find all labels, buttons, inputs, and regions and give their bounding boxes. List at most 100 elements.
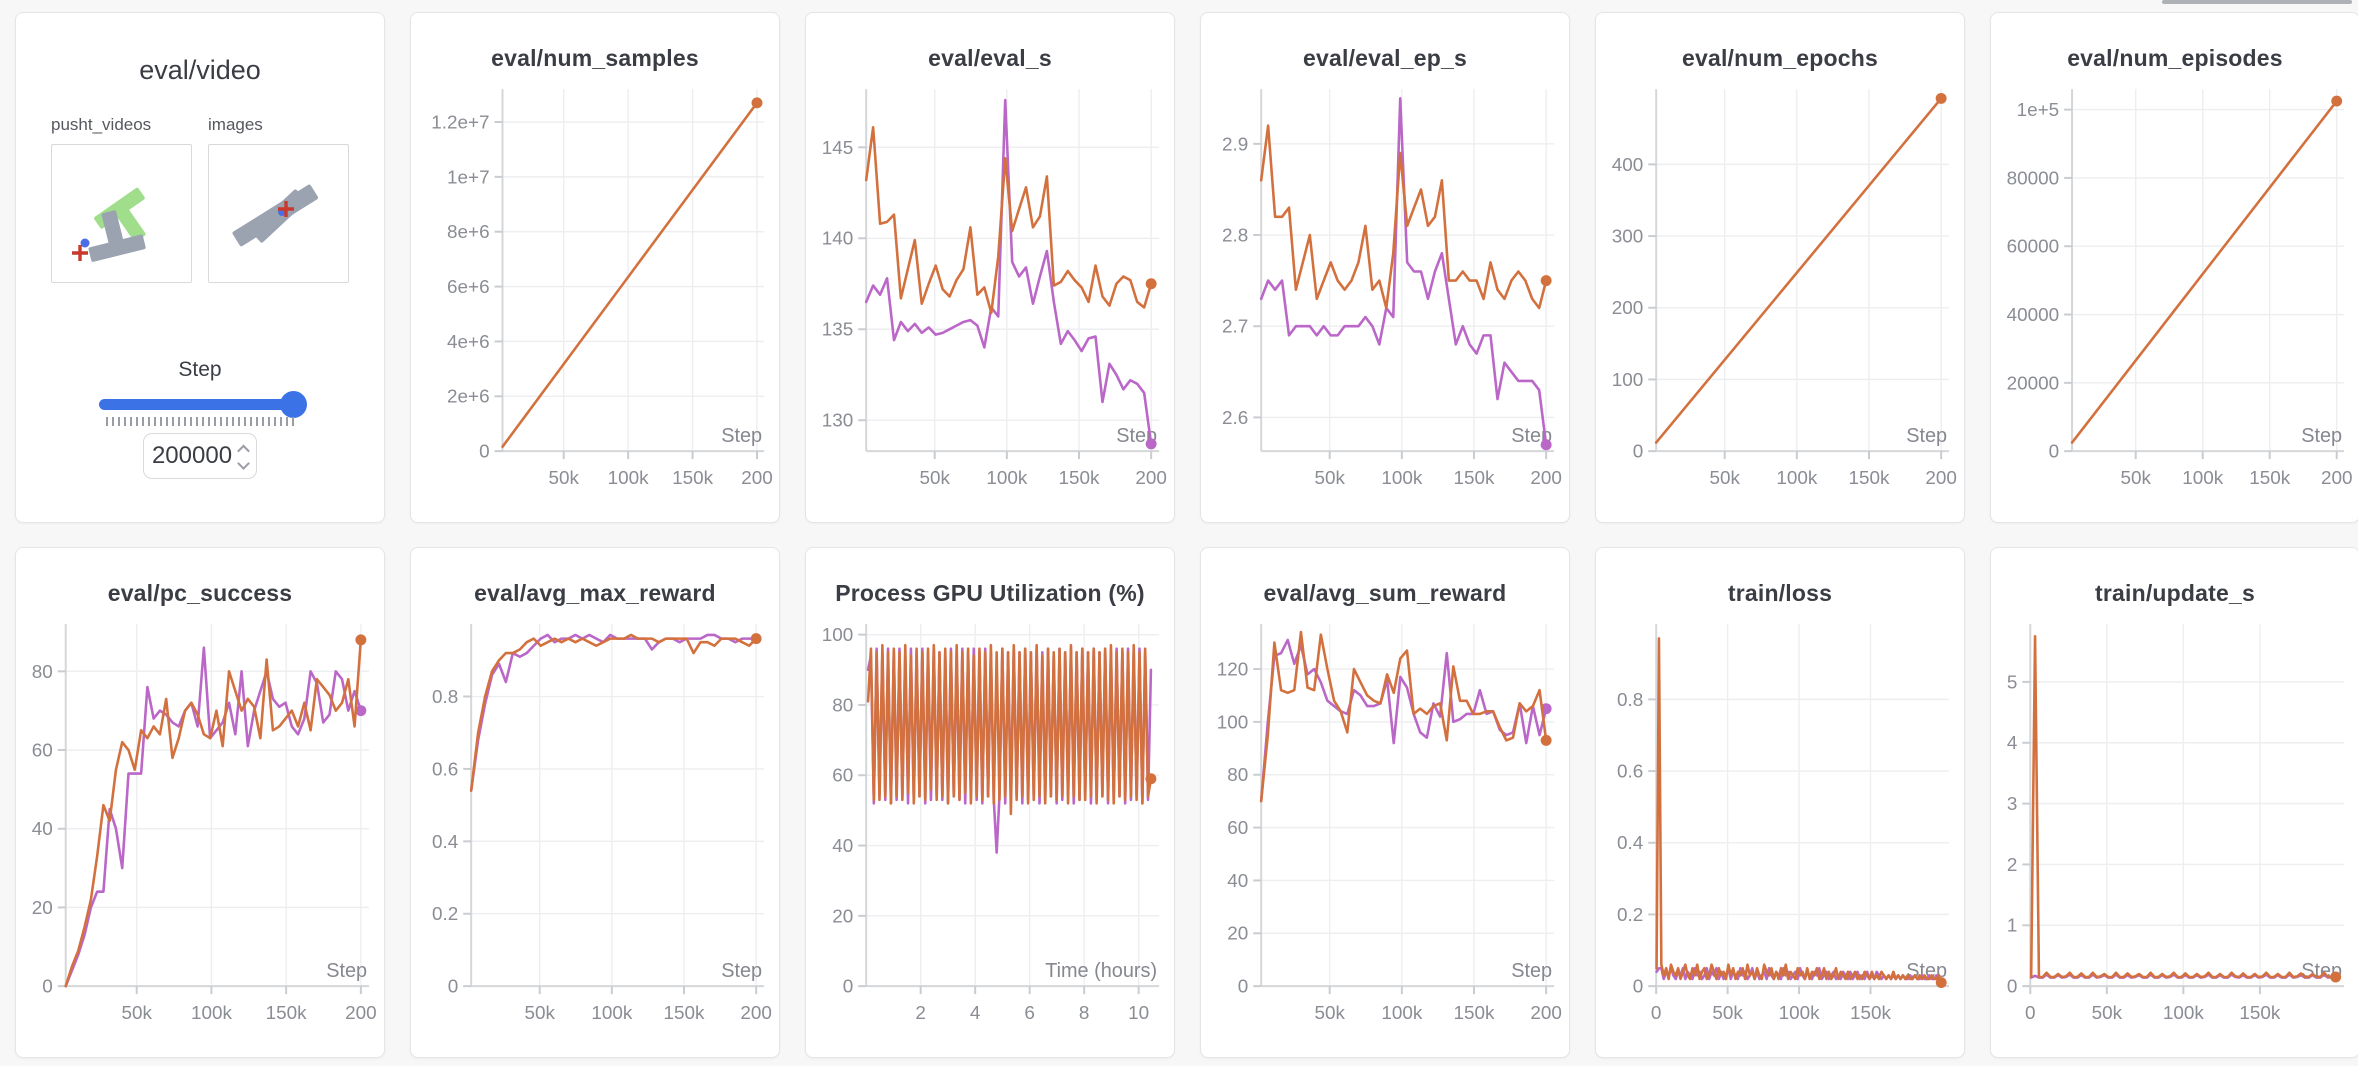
chart-eval-num-epochs[interactable]: 0 100 200 300 400 50k 100k 150k 200 Step xyxy=(1595,78,1965,508)
svg-text:0: 0 xyxy=(42,977,53,998)
svg-text:150k: 150k xyxy=(1454,1003,1495,1024)
gray-t-block xyxy=(88,210,146,262)
svg-text:100k: 100k xyxy=(1381,1003,1422,1024)
svg-text:0: 0 xyxy=(843,977,854,998)
slider-tick-marks xyxy=(106,417,294,426)
svg-text:200: 200 xyxy=(1530,468,1562,489)
chart-title: eval/eval_ep_s xyxy=(1303,45,1467,71)
svg-text:100k: 100k xyxy=(1776,468,1817,489)
svg-text:40000: 40000 xyxy=(2007,305,2060,326)
svg-text:Time (hours): Time (hours) xyxy=(1045,960,1157,982)
svg-text:20: 20 xyxy=(832,906,853,927)
svg-text:200: 200 xyxy=(1925,468,1957,489)
svg-text:150k: 150k xyxy=(1850,1003,1891,1024)
svg-text:50k: 50k xyxy=(121,1003,152,1024)
panel-eval-video: eval/video pusht_videos images xyxy=(15,12,385,523)
panel-eval-eval-ep-s: eval/eval_ep_s 2.6 2.7 2.8 2.9 50k 100k 150k 20… xyxy=(1200,12,1570,523)
svg-text:Step: Step xyxy=(326,960,367,982)
chart-eval-num-samples[interactable]: 0 2e+6 4e+6 6e+6 8e+6 1e+7 1.2e+7 50k 100k 150k 20… xyxy=(410,78,780,508)
svg-text:40: 40 xyxy=(832,836,853,857)
step-slider-label: Step xyxy=(178,358,222,381)
svg-text:100k: 100k xyxy=(1779,1003,1820,1024)
slider-thumb[interactable] xyxy=(280,391,307,418)
svg-text:100k: 100k xyxy=(1381,468,1422,489)
gray-t-block xyxy=(232,184,319,247)
stepper-icon[interactable] xyxy=(237,444,250,470)
media-key-label-images: images xyxy=(208,115,263,134)
step-number-input[interactable]: 200000 xyxy=(143,433,257,479)
svg-text:150k: 150k xyxy=(672,468,713,489)
svg-text:Step: Step xyxy=(721,425,762,447)
svg-text:0: 0 xyxy=(2025,1003,2036,1024)
chart-eval-avg-max-reward[interactable]: 0 0.2 0.4 0.6 0.8 50k 100k 150k 200 Step xyxy=(410,613,780,1043)
svg-text:6: 6 xyxy=(1024,1003,1035,1024)
panel-train-update-s: train/update_s 0 1 2 3 4 5 0 50k 100k 150k Step xyxy=(1990,547,2358,1058)
svg-text:100: 100 xyxy=(822,625,854,646)
svg-text:6e+6: 6e+6 xyxy=(447,277,490,298)
svg-text:50k: 50k xyxy=(2092,1003,2123,1024)
svg-text:0.6: 0.6 xyxy=(432,759,458,780)
svg-text:80000: 80000 xyxy=(2007,168,2060,189)
svg-text:4: 4 xyxy=(970,1003,981,1024)
svg-text:Step: Step xyxy=(721,960,762,982)
svg-text:2.8: 2.8 xyxy=(1222,225,1248,246)
chart-title: eval/pc_success xyxy=(107,580,293,606)
chart-eval-pc-success[interactable]: 0 20 40 60 80 50k 100k 150k 200 Step xyxy=(15,613,385,1043)
svg-text:0: 0 xyxy=(1238,977,1249,998)
scrollbar-fragment xyxy=(2162,0,2352,4)
panel-train-loss: train/loss 0 0.2 0.4 0.6 0.8 0 50k 100k 150k Step xyxy=(1595,547,1965,1058)
svg-text:60000: 60000 xyxy=(2007,237,2060,258)
chart-eval-avg-sum-reward[interactable]: 0 20 40 60 80 100 120 50k 100k 150k 200 Step xyxy=(1200,613,1570,1043)
svg-text:40: 40 xyxy=(32,819,53,840)
panel-eval-avg-sum-reward: eval/avg_sum_reward 0 20 40 60 80 100 120 50k 10… xyxy=(1200,547,1570,1058)
chart-title: Process GPU Utilization (%) xyxy=(835,580,1145,606)
svg-text:0.6: 0.6 xyxy=(1617,762,1643,783)
svg-text:200: 200 xyxy=(2321,468,2353,489)
svg-text:0: 0 xyxy=(448,977,459,998)
chevron-down-icon[interactable] xyxy=(237,456,250,470)
pusht-env-render xyxy=(72,187,146,262)
chart-process-gpu-utilization[interactable]: 0 20 40 60 80 100 2 4 6 8 10 Time (hours) xyxy=(805,613,1175,1043)
svg-text:100k: 100k xyxy=(608,468,649,489)
svg-text:80: 80 xyxy=(1227,765,1248,786)
svg-text:0.2: 0.2 xyxy=(432,904,458,925)
svg-text:60: 60 xyxy=(832,766,853,787)
svg-text:100k: 100k xyxy=(2163,1003,2204,1024)
video-thumbnail-images[interactable] xyxy=(208,144,349,283)
svg-text:150k: 150k xyxy=(1059,468,1100,489)
svg-text:0: 0 xyxy=(2007,977,2018,998)
chevron-up-icon[interactable] xyxy=(237,444,250,457)
svg-text:1: 1 xyxy=(2007,916,2018,937)
svg-text:2.6: 2.6 xyxy=(1222,408,1248,429)
svg-text:80: 80 xyxy=(832,695,853,716)
panel-eval-num-episodes: eval/num_episodes 0 20000 40000 60000 80000 1… xyxy=(1990,12,2358,523)
svg-text:1e+7: 1e+7 xyxy=(447,167,490,188)
svg-text:0.4: 0.4 xyxy=(432,832,458,853)
step-slider[interactable] xyxy=(99,391,307,418)
svg-text:8e+6: 8e+6 xyxy=(447,222,490,243)
svg-text:50k: 50k xyxy=(2120,468,2151,489)
svg-text:100: 100 xyxy=(1217,712,1249,733)
svg-text:150k: 150k xyxy=(1454,468,1495,489)
svg-text:50k: 50k xyxy=(524,1003,555,1024)
svg-text:20000: 20000 xyxy=(2007,373,2060,394)
images-env-render xyxy=(232,184,319,247)
goal-cross xyxy=(278,201,294,217)
svg-text:50k: 50k xyxy=(1314,1003,1345,1024)
svg-text:200: 200 xyxy=(1530,1003,1562,1024)
panel-eval-avg-max-reward: eval/avg_max_reward 0 0.2 0.4 0.6 0.8 50k 100k… xyxy=(410,547,780,1058)
chart-title: eval/avg_sum_reward xyxy=(1263,580,1507,606)
svg-text:100k: 100k xyxy=(2182,468,2223,489)
svg-text:10: 10 xyxy=(1128,1003,1149,1024)
chart-eval-num-episodes[interactable]: 0 20000 40000 60000 80000 1e+5 50k 100k 150k 200 S… xyxy=(1990,78,2358,508)
goal-cross xyxy=(72,245,88,261)
svg-text:50k: 50k xyxy=(548,468,579,489)
chart-title: eval/eval_s xyxy=(928,45,1052,71)
svg-text:300: 300 xyxy=(1612,227,1644,248)
video-thumbnail-pusht[interactable] xyxy=(51,144,192,283)
